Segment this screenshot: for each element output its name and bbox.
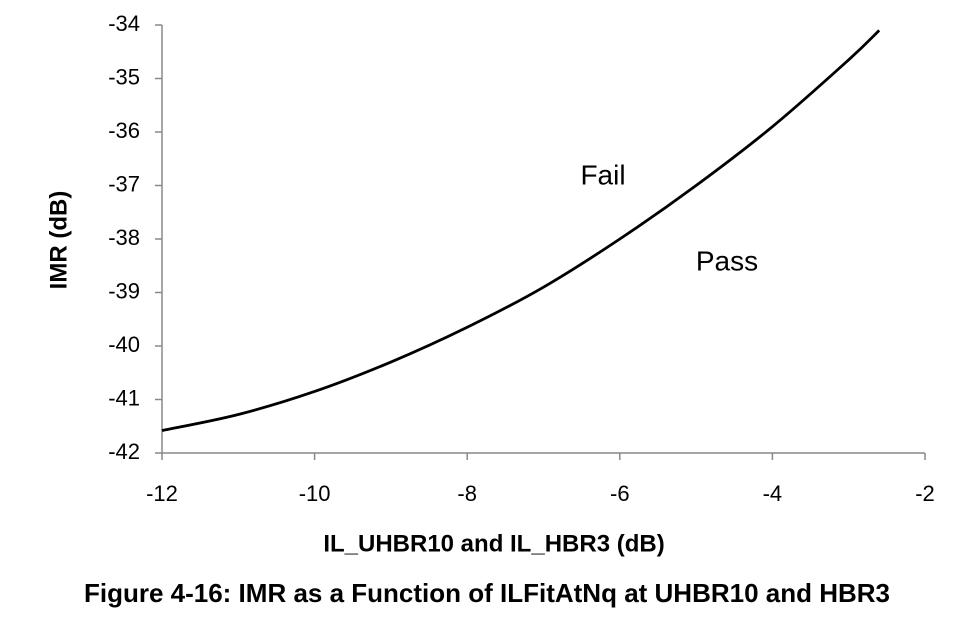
region-label: Pass (696, 245, 758, 276)
line-series (161, 29, 881, 432)
y-tick-label: -42 (108, 439, 140, 464)
x-tick-label: -2 (915, 481, 935, 506)
y-tick-label: -37 (108, 171, 140, 196)
y-tick-label: -39 (108, 278, 140, 303)
x-tick-label: -10 (299, 481, 331, 506)
figure-caption: Figure 4-16: IMR as a Function of ILFitA… (84, 578, 890, 608)
y-tick-label: -35 (108, 64, 140, 89)
x-tick-label: -8 (457, 481, 477, 506)
y-tick-label: -40 (108, 332, 140, 357)
y-tick-label: -36 (108, 118, 140, 143)
y-tick-label: -38 (108, 225, 140, 250)
x-tick-label: -6 (610, 481, 630, 506)
x-tick-label: -4 (763, 481, 783, 506)
y-tick-label: -41 (108, 385, 140, 410)
region-label: Fail (580, 159, 625, 190)
y-axis-title: IMR (dB) (45, 191, 72, 290)
y-tick-label: -34 (108, 11, 140, 36)
x-tick-label: -12 (146, 481, 178, 506)
x-axis-title: IL_UHBR10 and IL_HBR3 (dB) (323, 530, 664, 557)
